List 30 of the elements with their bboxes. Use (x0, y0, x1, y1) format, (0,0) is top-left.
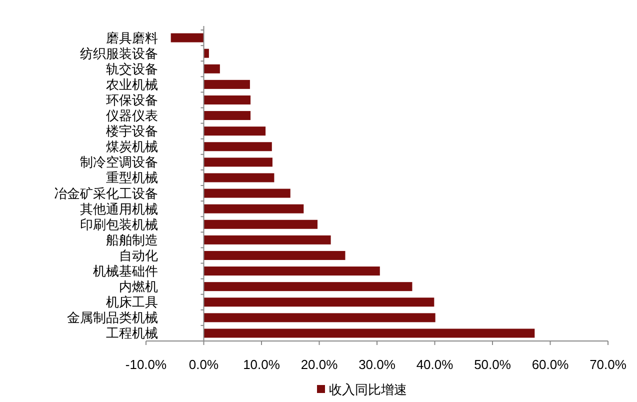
x-tick-label: 50.0% (474, 357, 512, 372)
y-tick-label: 轨交设备 (106, 61, 158, 78)
x-tick-label: 0.0% (188, 357, 219, 372)
x-tick-label: 60.0% (532, 357, 570, 372)
y-tick-label: 农业机械 (106, 78, 158, 93)
legend-label: 收入同比增速 (329, 383, 407, 398)
y-tick-label: 制冷空调设备 (80, 156, 158, 171)
x-tick-label: 10.0% (243, 357, 280, 372)
y-tick-label: 工程机械 (106, 326, 158, 342)
y-tick-label: 煤炭机械 (106, 140, 158, 156)
y-tick-label: 机床工具 (106, 296, 158, 311)
x-tick-label: 70.0% (590, 357, 627, 372)
y-tick-label: 仪器仪表 (106, 109, 158, 124)
y-tick-label: 冶金矿采化工设备 (54, 186, 158, 202)
y-tick-label: 楼宇设备 (106, 124, 158, 140)
y-tick-label: 机械基础件 (93, 264, 158, 280)
y-tick-label: 重型机械 (106, 171, 158, 186)
x-tick-label: -10.0% (125, 357, 168, 372)
y-tick-label: 环保设备 (106, 93, 158, 108)
x-tick-label: 40.0% (416, 357, 454, 372)
x-tick-label: 20.0% (300, 357, 338, 372)
x-tick-label: 30.0% (358, 357, 396, 372)
y-tick-label: 纺织服装设备 (80, 46, 158, 62)
y-tick-label: 自动化 (119, 248, 158, 264)
y-tick-label: 其他通用机械 (80, 202, 158, 218)
y-tick-label: 内燃机 (119, 280, 158, 296)
y-tick-label: 船舶制造 (106, 233, 158, 248)
y-tick-label: 金属制品类机械 (67, 311, 158, 326)
y-tick-label: 印刷包装机械 (80, 218, 158, 233)
y-tick-label: 磨具磨料 (106, 31, 158, 46)
